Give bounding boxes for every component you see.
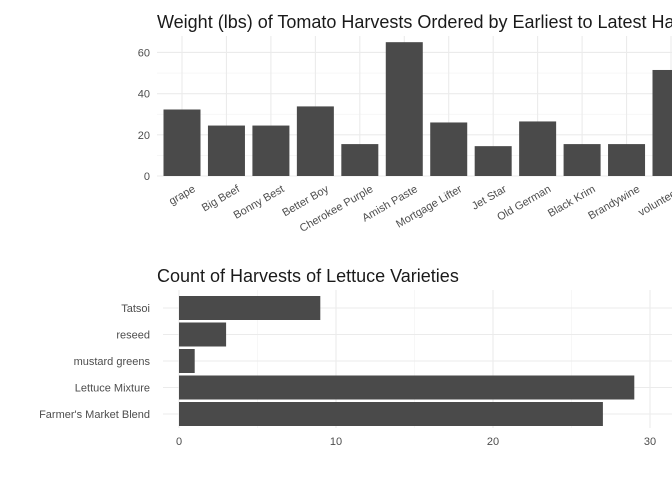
lettuce-bar <box>179 375 635 400</box>
lettuce-bar <box>179 349 195 373</box>
tomato-x-tick-label: grape <box>167 183 197 207</box>
tomato-y-tick-label: 40 <box>138 89 150 101</box>
tomato-bar <box>341 144 379 176</box>
tomato-y-tick-label: 60 <box>138 47 150 59</box>
lettuce-x-tick-labels: 0 10 20 30 <box>176 436 656 448</box>
lettuce-chart-title: Count of Harvests of Lettuce Varieties <box>157 266 459 286</box>
tomato-bar <box>608 144 646 176</box>
lettuce-bar <box>179 296 321 320</box>
tomato-bar <box>652 69 672 176</box>
tomato-x-tick-label: volunteers <box>637 183 672 219</box>
lettuce-x-tick-label: 10 <box>330 436 342 448</box>
lettuce-y-tick-label: Lettuce Mixture <box>75 383 150 395</box>
lettuce-y-tick-label: Tatsoi <box>121 303 150 315</box>
tomato-y-tick-labels: 0 20 40 60 <box>138 47 150 183</box>
lettuce-y-tick-label: mustard greens <box>74 356 151 368</box>
tomato-x-tick-label: Bonny Best <box>232 183 287 222</box>
lettuce-y-tick-label: Farmer's Market Blend <box>39 409 150 421</box>
tomato-bar <box>163 109 201 176</box>
tomato-bar <box>207 125 245 176</box>
tomato-bar <box>563 144 601 176</box>
lettuce-bar <box>179 402 603 426</box>
tomato-x-tick-label: Cherokee Purple <box>298 183 376 235</box>
tomato-bar <box>385 42 423 177</box>
tomato-bar <box>296 106 334 176</box>
tomato-bar <box>519 121 557 176</box>
lettuce-bar <box>179 322 227 347</box>
tomato-bar <box>430 122 468 176</box>
tomato-bars <box>163 42 672 177</box>
lettuce-count-chart: Tatsoi reseed mustard greens Lettuce Mixtur… <box>39 266 672 448</box>
tomato-chart-title: Weight (lbs) of Tomato Harvests Ordered … <box>157 12 672 32</box>
tomato-bar <box>474 146 512 176</box>
lettuce-x-tick-label: 30 <box>644 436 656 448</box>
lettuce-y-tick-label: reseed <box>116 330 150 342</box>
tomato-bar <box>252 125 290 176</box>
tomato-y-tick-label: 0 <box>144 171 150 183</box>
lettuce-bars <box>179 296 635 426</box>
tomato-y-tick-label: 20 <box>138 130 150 142</box>
lettuce-y-tick-labels: Tatsoi reseed mustard greens Lettuce Mixtur… <box>39 303 150 421</box>
lettuce-x-tick-label: 0 <box>176 436 182 448</box>
lettuce-x-tick-label: 20 <box>487 436 499 448</box>
